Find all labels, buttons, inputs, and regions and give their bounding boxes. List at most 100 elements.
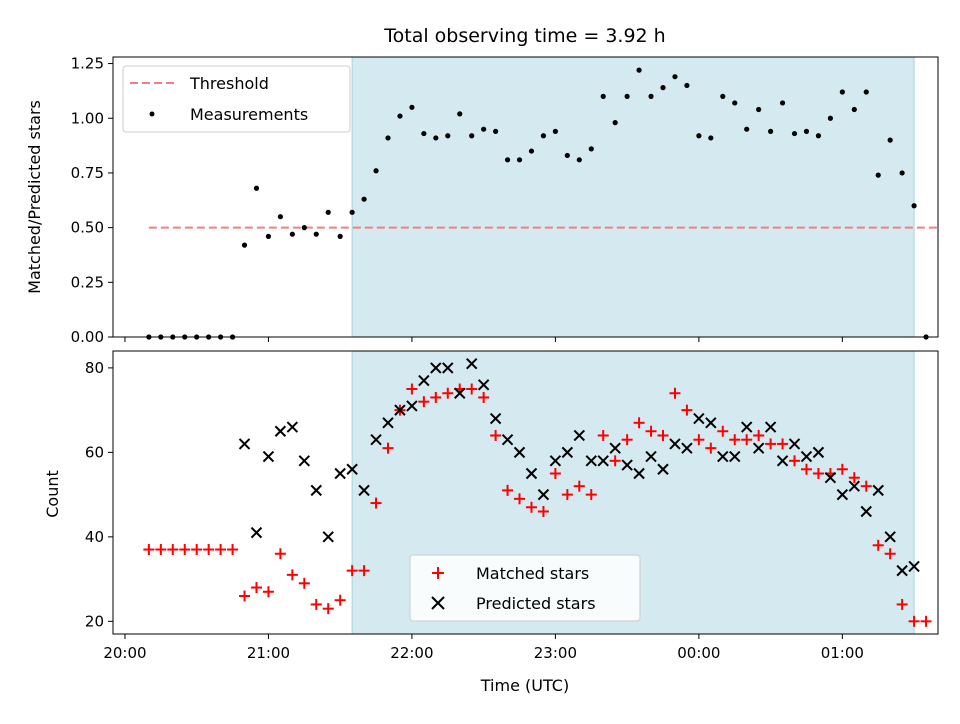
matched-star-point <box>442 387 454 399</box>
measurement-point <box>385 135 391 141</box>
legend-predicted-label: Predicted stars <box>476 594 596 613</box>
matched-star-point <box>537 506 549 518</box>
y-tick-label: 0.00 <box>71 328 104 346</box>
y-axis-ticks-top: 0.00 0.25 0.50 0.75 1.00 1.25 <box>71 55 113 346</box>
chart-title: Total observing time = 3.92 h <box>383 25 665 47</box>
x-tick-label: 21:00 <box>247 644 290 662</box>
matched-star-point <box>143 544 155 556</box>
matched-star-point <box>884 548 896 560</box>
matched-star-point <box>250 582 262 594</box>
predicted-star-point <box>788 438 801 450</box>
matched-star-point <box>418 396 430 408</box>
predicted-star-point <box>286 421 299 433</box>
measurement-point <box>289 231 295 237</box>
matched-star-point <box>717 425 729 437</box>
matched-star-point <box>609 455 621 467</box>
measurement-point <box>911 203 917 209</box>
measurement-point <box>349 209 355 215</box>
predicted-star-point <box>525 467 538 480</box>
predicted-star-point <box>896 564 908 577</box>
measurement-point <box>481 126 487 132</box>
matched-star-point <box>514 493 526 505</box>
matched-star-point <box>466 383 478 395</box>
measurement-point <box>768 128 774 134</box>
predicted-star-point <box>872 484 884 497</box>
measurement-point <box>899 170 905 176</box>
predicted-star-point <box>442 362 454 374</box>
matched-star-point <box>430 391 442 403</box>
predicted-star-point <box>776 455 789 467</box>
predicted-star-point <box>824 472 837 484</box>
measurement-point <box>827 115 833 121</box>
x-tick-label: 22:00 <box>390 644 433 662</box>
y-tick-label: 20 <box>85 612 104 630</box>
predicted-star-point <box>477 379 490 391</box>
measurement-point <box>875 172 881 178</box>
matched-star-point <box>741 434 753 446</box>
legend-top: Threshold Measurements <box>122 65 351 133</box>
predicted-star-point <box>346 463 358 475</box>
measurement-point <box>265 233 272 239</box>
measurement-point <box>839 89 845 95</box>
measurement-point <box>672 74 678 80</box>
matched-star-point <box>502 484 514 496</box>
matched-star-point <box>191 544 203 556</box>
predicted-star-point <box>334 467 346 480</box>
measurement-point <box>493 128 499 134</box>
legend-box-bottom <box>409 554 641 622</box>
x-tick-label: 00:00 <box>677 644 720 662</box>
predicted-star-point <box>585 455 597 467</box>
measurement-point <box>588 146 594 152</box>
matched-star-point <box>490 429 502 441</box>
measurement-point <box>361 196 367 202</box>
matched-star-point <box>406 383 418 395</box>
matched-stars-points <box>143 383 932 627</box>
measurement-point <box>863 89 869 95</box>
measurement-point <box>648 93 654 99</box>
x-axis-ticks-top <box>124 337 843 342</box>
legend-bottom: Matched stars Predicted stars <box>409 554 641 622</box>
y-tick-label: 0.25 <box>71 273 104 291</box>
measurement-point <box>540 133 547 139</box>
legend-threshold-label: Threshold <box>189 74 269 93</box>
predicted-star-point <box>681 442 693 454</box>
matched-star-point <box>262 586 274 598</box>
predicted-star-point <box>740 421 753 433</box>
predicted-star-point <box>597 455 609 467</box>
predicted-star-point <box>513 446 526 459</box>
predicted-star-point <box>454 387 466 399</box>
measurement-point <box>744 126 750 132</box>
matched-star-point <box>478 391 490 403</box>
predicted-star-point <box>836 488 849 501</box>
matched-star-point <box>346 565 358 577</box>
measurement-point <box>528 148 535 154</box>
measurement-point <box>516 157 523 163</box>
predicted-star-point <box>250 526 263 539</box>
measurement-point <box>624 93 630 99</box>
matched-star-point <box>322 603 334 615</box>
predicted-star-point <box>800 450 813 463</box>
observing-window-shade-top <box>351 56 915 338</box>
matched-star-point <box>597 429 609 441</box>
matched-star-point <box>920 615 932 627</box>
predicted-star-point <box>669 438 681 450</box>
predicted-star-point <box>645 450 657 463</box>
predicted-star-point <box>693 412 705 425</box>
matched-star-point <box>203 544 215 556</box>
matched-star-point <box>657 429 669 441</box>
legend-measurements-swatch <box>149 111 155 117</box>
predicted-stars-points <box>238 357 920 577</box>
predicted-star-point <box>729 450 741 463</box>
predicted-star-point <box>310 484 322 497</box>
matched-star-point <box>848 472 860 484</box>
measurement-point <box>696 133 702 139</box>
measurement-point <box>301 225 307 231</box>
predicted-star-point <box>394 404 406 416</box>
matched-star-point <box>908 615 920 627</box>
y-tick-label: 0.75 <box>71 164 104 182</box>
y-axis-ticks-bottom: 20 40 60 80 <box>85 359 113 630</box>
measurement-point <box>791 130 798 137</box>
predicted-star-point <box>322 531 334 543</box>
matched-star-point <box>573 480 585 492</box>
predicted-star-point <box>382 417 394 429</box>
